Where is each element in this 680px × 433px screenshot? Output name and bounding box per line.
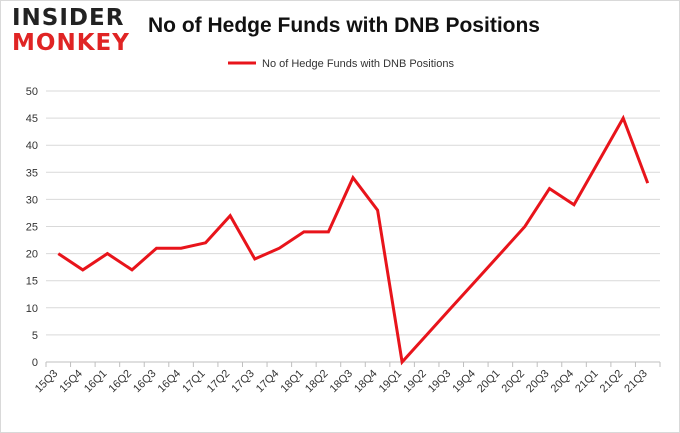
x-tick-label: 17Q4 (254, 368, 282, 396)
x-tick-label: 19Q3 (426, 368, 454, 396)
x-tick-label: 15Q3 (33, 368, 61, 396)
series-line (57, 114, 650, 366)
y-tick-label: 35 (26, 167, 38, 179)
x-tick-label: 16Q2 (107, 368, 135, 396)
y-tick-label: 50 (26, 86, 38, 98)
x-tick-label: 20Q3 (524, 368, 552, 396)
x-tick-label: 17Q1 (180, 368, 208, 396)
y-tick-label: 15 (26, 276, 38, 288)
x-tick-label: 16Q1 (82, 368, 110, 396)
x-tick-label: 18Q4 (352, 368, 380, 396)
x-tick-label: 18Q3 (328, 368, 356, 396)
x-tick-label: 21Q2 (598, 368, 626, 396)
y-tick-label: 40 (26, 140, 38, 152)
x-tick-label: 18Q1 (278, 368, 306, 396)
y-tick-label: 25 (26, 222, 38, 234)
x-tick-label: 17Q3 (229, 368, 257, 396)
x-tick-label: 20Q2 (500, 368, 528, 396)
logo-text-top: INSIDER (12, 5, 125, 31)
y-tick-label: 30 (26, 194, 38, 206)
x-tick-label: 19Q2 (401, 368, 429, 396)
x-tick-label: 17Q2 (205, 368, 233, 396)
x-tick-label: 21Q3 (622, 368, 650, 396)
y-tick-label: 0 (32, 357, 38, 369)
x-tick-label: 19Q1 (377, 368, 405, 396)
y-tick-label: 20 (26, 249, 38, 261)
y-tick-label: 5 (32, 330, 38, 342)
x-tick-label: 20Q4 (549, 368, 577, 396)
legend-label: No of Hedge Funds with DNB Positions (262, 58, 454, 70)
x-tick-label: 19Q4 (450, 368, 478, 396)
x-tick-label: 18Q2 (303, 368, 331, 396)
chart-title: No of Hedge Funds with DNB Positions (148, 14, 540, 37)
x-tick-label: 15Q4 (57, 368, 85, 396)
x-tick-label: 21Q1 (573, 368, 601, 396)
insider-monkey-logo: INSIDER MONKEY (12, 6, 130, 56)
x-tick-label: 16Q4 (156, 368, 184, 396)
logo-text-bottom: MONKEY (12, 30, 130, 56)
y-tick-label: 45 (26, 113, 38, 125)
x-tick-label: 16Q3 (131, 368, 159, 396)
y-tick-label: 10 (26, 303, 38, 315)
x-tick-label: 20Q1 (475, 368, 503, 396)
